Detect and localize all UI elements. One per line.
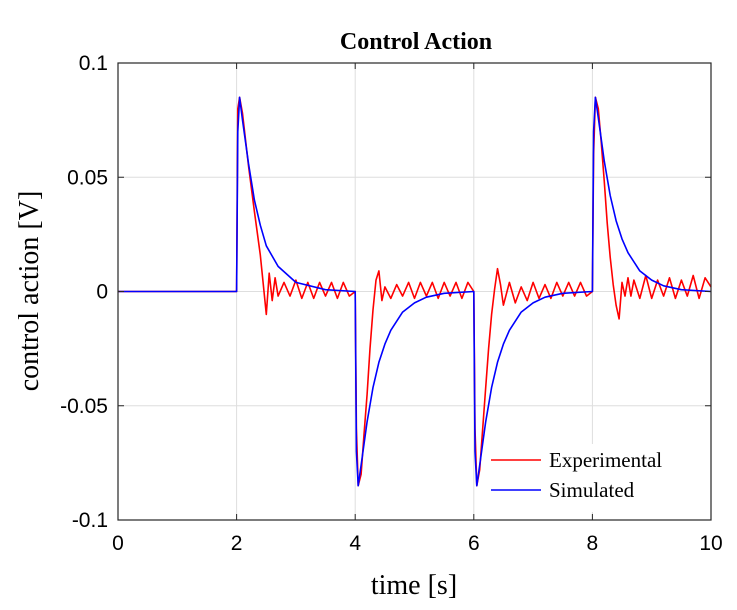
legend-label-experimental: Experimental	[549, 448, 662, 472]
x-tick-label: 10	[699, 532, 722, 555]
x-tick-label: 0	[112, 532, 124, 555]
y-tick-label: -0.1	[72, 509, 108, 532]
chart-title: Control Action	[340, 29, 492, 55]
legend-label-simulated: Simulated	[549, 478, 635, 502]
series-line-simulated	[118, 96, 712, 487]
y-tick-label: 0	[96, 281, 108, 304]
x-tick-label: 4	[349, 532, 361, 555]
x-tick-label: 6	[468, 532, 480, 555]
y-tick-label: -0.05	[60, 395, 108, 418]
y-axis-label: control action [V]	[14, 191, 45, 392]
y-tick-label: 0.1	[79, 52, 108, 75]
legend-box	[484, 444, 706, 512]
x-tick-label: 8	[587, 532, 599, 555]
x-axis-label: time [s]	[371, 570, 457, 601]
y-tick-label: 0.05	[67, 166, 108, 189]
tick-layer: 0 2 4 6 8 10 0.1 0.05 0 -0.05 -0.1	[60, 52, 723, 555]
series-layer	[118, 96, 712, 487]
x-tick-label: 2	[231, 532, 243, 555]
legend: Experimental Simulated	[484, 444, 706, 512]
